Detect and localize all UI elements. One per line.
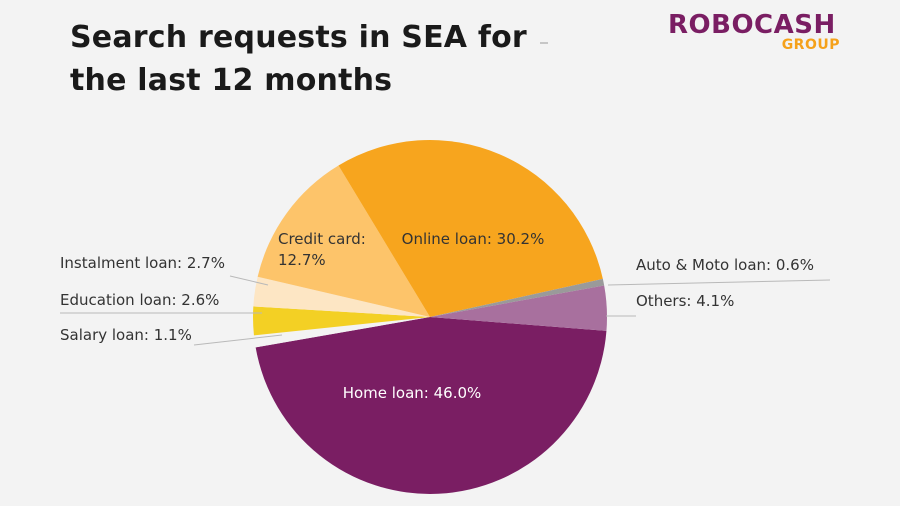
logo-wordmark: ROBOCASH (668, 10, 836, 40)
pie-slice (338, 139, 603, 317)
slice-label: Credit card: 12.7% (278, 230, 366, 269)
slice-label: Others: 4.1% (636, 292, 734, 310)
logo-subtitle: GROUP (781, 37, 840, 53)
pie-slice (430, 278, 605, 317)
robocash-logo: ROBOCASH GROUP (668, 10, 844, 54)
slice-label: Home loan: 46.0% (343, 384, 482, 402)
slice-label: Salary loan: 1.1% (60, 326, 192, 344)
chart-title: Search requests in SEA for the last 12 m… (70, 20, 527, 98)
leader-line (229, 275, 269, 286)
slice-label: Auto & Moto loan: 0.6% (636, 256, 814, 274)
pie-slice (253, 276, 430, 317)
pie-slice (255, 317, 607, 494)
pie-slice (430, 285, 607, 331)
slice-label: Education loan: 2.6% (60, 291, 219, 309)
leader-line (607, 279, 831, 286)
slice-label: Instalment loan: 2.7% (60, 254, 225, 272)
pie-slice (253, 306, 430, 336)
pie-slice (257, 165, 430, 317)
slice-label: Online loan: 30.2% (402, 230, 545, 248)
pie-slice (253, 317, 430, 348)
leader-line (193, 334, 283, 346)
